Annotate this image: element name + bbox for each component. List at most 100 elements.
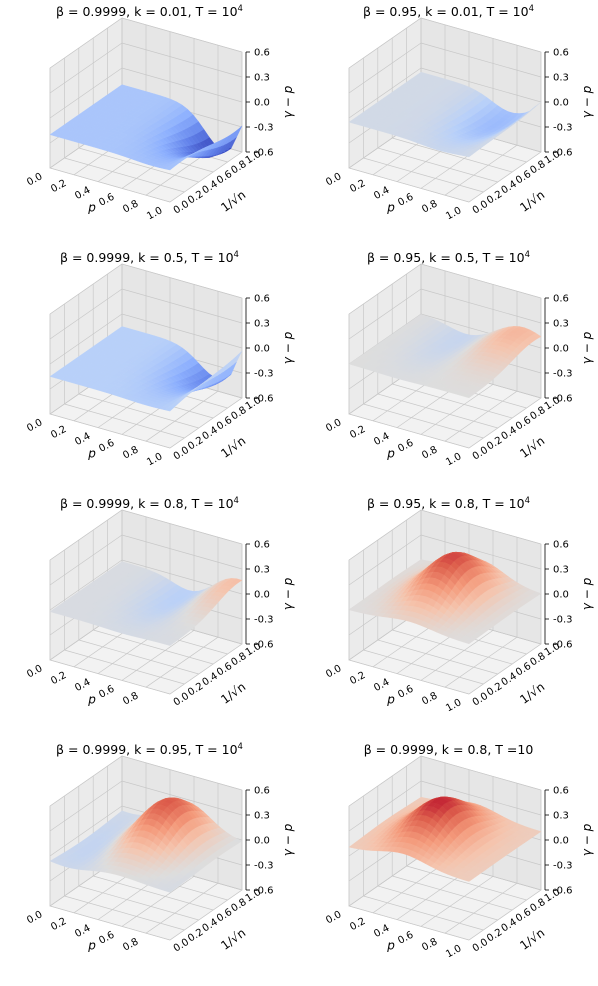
z-tick-label: -0.3 [254, 123, 274, 134]
gridline [78, 147, 199, 183]
plot-area: 0.0 0.2 0.4 0.6 0.8 1.0p 0.00.20.40.60.81.01/√… [25, 17, 295, 222]
x-tick-label: 0.8 [121, 198, 140, 215]
gridline [392, 875, 513, 911]
x-tick-label: 0.2 [348, 424, 367, 441]
z-tick-label: 0.3 [553, 811, 569, 822]
gridline [363, 649, 484, 685]
x-tick-label: 0.6 [396, 192, 415, 209]
x-tick-label: 0.6 [396, 930, 415, 947]
x-tick-label: 1.0 [444, 205, 463, 222]
chart-title-exponent: 4 [237, 742, 243, 752]
surface-mesh [348, 71, 542, 158]
surface-patch [348, 361, 359, 366]
z-tick-label: 0.6 [553, 48, 569, 59]
gridline [392, 137, 513, 173]
chart-title-text: β = 0.9999, k = 0.95, T = 10 [56, 742, 238, 758]
x-tick-label: 0.0 [324, 909, 343, 926]
gridline [348, 17, 422, 69]
gridline [468, 643, 542, 695]
surface-mesh [348, 314, 542, 399]
surface-mesh [49, 561, 243, 646]
gridline [348, 42, 422, 94]
x-axis-label: p [87, 200, 96, 214]
z-tick-label: 0.3 [553, 319, 569, 330]
x-tick-label: 0.8 [420, 690, 439, 707]
z-axis-label: γ − p [580, 85, 594, 118]
gridline [49, 167, 171, 203]
gridline [121, 755, 243, 791]
gridline [49, 17, 123, 69]
z-axis-label: γ − p [580, 331, 594, 364]
gridline [420, 263, 542, 299]
z-tick-label: 0.6 [254, 540, 270, 551]
gridline [169, 151, 243, 203]
x-axis-label: p [87, 692, 96, 706]
z-tick-label: -0.6 [553, 394, 573, 405]
gridline [348, 855, 422, 907]
chart-title-text: β = 0.95, k = 0.5, T = 10 [366, 250, 525, 266]
surface-mesh [348, 551, 542, 645]
x-tick-label: 0.6 [97, 930, 116, 947]
gridline [64, 403, 185, 439]
surface-patch [49, 858, 60, 864]
gridline [348, 167, 470, 203]
chart-title-exponent: 4 [524, 250, 531, 260]
z-tick-label: -0.3 [553, 123, 573, 134]
z-tick-label: -0.6 [254, 640, 274, 651]
gridline [169, 643, 243, 695]
surface-plot: 0.0 0.2 0.4 0.6 0.8 1.0p 0.00.20.40.60.81.01/√… [324, 17, 594, 222]
gridline [348, 905, 470, 941]
gridline [420, 17, 542, 53]
y-axis-label: 1/√n [218, 188, 248, 215]
gridline [49, 905, 171, 941]
x-tick-label: 0.2 [348, 178, 367, 195]
z-tick-label: -0.6 [254, 148, 274, 159]
chart-title-text: β = 0.9999, k = 0.01, T = 10 [56, 4, 238, 20]
gridline [377, 147, 498, 183]
gridline [348, 288, 422, 340]
chart-panel: β = 0.9999, k = 0.01, T = 104 0.0 0.2 0.4 0.… [0, 0, 299, 246]
z-tick-label: 0.6 [553, 540, 569, 551]
chart-title-exponent: 4 [528, 4, 534, 14]
x-axis-label: p [386, 938, 395, 952]
gridline [49, 755, 123, 807]
y-axis-label: 1/√n [218, 434, 248, 461]
z-tick-label: -0.6 [254, 886, 274, 897]
x-axis-label: p [386, 200, 395, 214]
x-tick-label: 0.0 [25, 417, 44, 434]
gridline [468, 151, 542, 203]
gridline [64, 157, 185, 193]
z-tick-label: -0.3 [553, 861, 573, 872]
z-tick-label: 0.0 [254, 344, 270, 355]
gridline [420, 780, 542, 816]
gridline [121, 630, 195, 681]
surface-plot: 0.0 0.2 0.4 0.6 0.8 1.0p 0.00.20.40.60.81.01/√… [324, 755, 594, 960]
gridline [348, 509, 422, 561]
x-axis-label: p [87, 446, 96, 460]
gridline [444, 144, 518, 196]
x-tick-label: 0.0 [324, 171, 343, 188]
surface-plot: 0.0 0.2 0.4 0.6 0.8 1.0p 0.00.20.40.60.81.01/√… [324, 509, 594, 714]
y-axis-label: 1/√n [517, 926, 547, 953]
gridline [348, 659, 470, 695]
z-tick-label: 0.6 [553, 786, 569, 797]
chart-panel: β = 0.95, k = 0.5, T = 104 0.0 0.2 0.4 0.6 0.… [299, 246, 598, 492]
x-tick-label: 0.2 [49, 916, 68, 933]
y-axis-label: 1/√n [218, 680, 248, 707]
gridline [377, 885, 498, 921]
x-tick-label: 0.0 [25, 663, 44, 680]
z-tick-label: 0.0 [254, 590, 270, 601]
x-axis-label: p [386, 446, 395, 460]
gridline [406, 865, 527, 901]
chart-title-exponent: 4 [233, 496, 239, 506]
plot-area: 0.0 0.2 0.4 0.6 0.8 1.0p 0.00.20.40.60.81.01/√… [324, 509, 594, 714]
z-tick-label: 0.6 [254, 786, 270, 797]
z-tick-label: 0.3 [254, 565, 270, 576]
x-tick-label: 0.6 [396, 438, 415, 455]
gridline [348, 263, 422, 315]
surface-plot: 0.0 0.2 0.4 0.6 0.8 1.0p 0.00.20.40.60.81.01/√… [324, 263, 594, 468]
chart-panel: β = 0.95, k = 0.8, T = 104 0.0 0.2 0.4 0.6 0.… [299, 492, 598, 738]
gridline [49, 659, 171, 695]
chart-panel: β = 0.9999, k = 0.8, T = 104 0.0 0.2 0.4 0.6… [0, 492, 299, 738]
